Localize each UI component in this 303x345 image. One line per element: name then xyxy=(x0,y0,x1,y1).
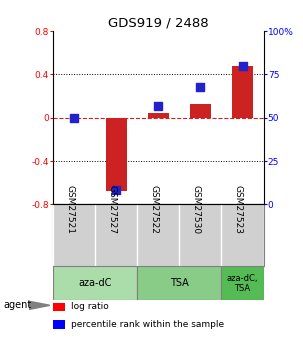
Bar xyxy=(232,66,253,118)
Point xyxy=(156,103,161,108)
Text: GSM27521: GSM27521 xyxy=(65,185,74,234)
Polygon shape xyxy=(29,301,50,309)
Text: GSM27530: GSM27530 xyxy=(191,185,201,234)
Bar xyxy=(106,118,127,191)
Bar xyxy=(190,104,211,118)
Text: GSM27522: GSM27522 xyxy=(149,185,158,234)
Text: GSM27523: GSM27523 xyxy=(234,185,243,234)
Point xyxy=(240,63,245,68)
Bar xyxy=(137,266,221,300)
Text: GSM27527: GSM27527 xyxy=(107,185,116,234)
Text: agent: agent xyxy=(3,300,31,310)
Bar xyxy=(221,266,264,300)
Point xyxy=(198,84,203,89)
Bar xyxy=(53,303,65,311)
Text: aza-dC,
TSA: aza-dC, TSA xyxy=(227,274,258,293)
Text: TSA: TSA xyxy=(170,278,189,288)
Bar xyxy=(53,321,65,329)
Text: aza-dC: aza-dC xyxy=(78,278,112,288)
Text: percentile rank within the sample: percentile rank within the sample xyxy=(71,320,224,329)
Point xyxy=(114,188,119,193)
Title: GDS919 / 2488: GDS919 / 2488 xyxy=(108,17,209,30)
Text: log ratio: log ratio xyxy=(71,303,109,312)
Bar xyxy=(53,266,137,300)
Point xyxy=(72,115,76,120)
Bar xyxy=(148,114,169,118)
